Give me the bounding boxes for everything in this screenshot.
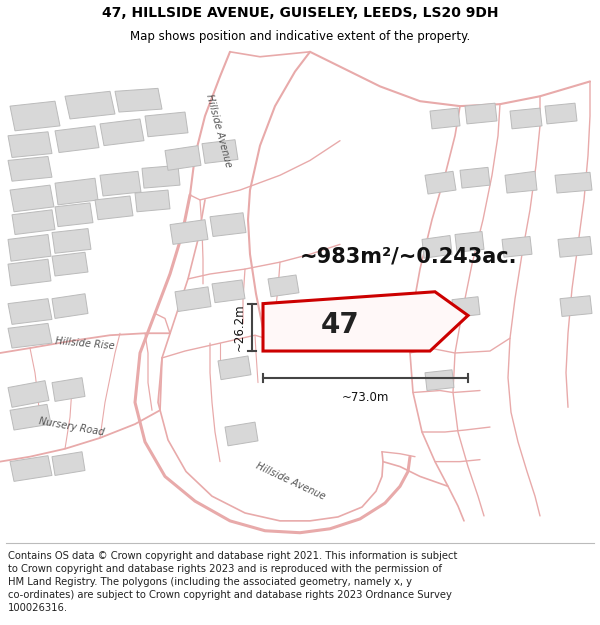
Polygon shape <box>210 213 246 236</box>
Polygon shape <box>263 292 468 351</box>
Text: Hillside Avenue: Hillside Avenue <box>205 93 233 169</box>
Polygon shape <box>430 108 460 129</box>
Text: 47, HILLSIDE AVENUE, GUISELEY, LEEDS, LS20 9DH: 47, HILLSIDE AVENUE, GUISELEY, LEEDS, LS… <box>102 6 498 19</box>
Polygon shape <box>100 119 144 146</box>
Polygon shape <box>555 173 592 193</box>
Text: 100026316.: 100026316. <box>8 603 68 613</box>
Text: ~73.0m: ~73.0m <box>342 391 389 404</box>
Polygon shape <box>142 166 180 188</box>
Text: Contains OS data © Crown copyright and database right 2021. This information is : Contains OS data © Crown copyright and d… <box>8 551 457 561</box>
Text: ~983m²/~0.243ac.: ~983m²/~0.243ac. <box>300 246 517 266</box>
Polygon shape <box>8 259 51 286</box>
Polygon shape <box>100 171 141 196</box>
Polygon shape <box>558 236 592 258</box>
Text: Hillside Rise: Hillside Rise <box>55 336 115 351</box>
Polygon shape <box>505 171 537 193</box>
Text: Hillside Avenue: Hillside Avenue <box>254 461 326 502</box>
Polygon shape <box>10 101 60 131</box>
Polygon shape <box>8 323 52 348</box>
Polygon shape <box>510 108 542 129</box>
Polygon shape <box>452 297 480 318</box>
Polygon shape <box>212 280 245 302</box>
Polygon shape <box>545 103 577 124</box>
Polygon shape <box>95 196 133 219</box>
Polygon shape <box>425 370 454 391</box>
Polygon shape <box>170 219 208 244</box>
Polygon shape <box>560 296 592 316</box>
Polygon shape <box>425 171 456 194</box>
Polygon shape <box>322 301 347 321</box>
Polygon shape <box>55 126 99 152</box>
Polygon shape <box>175 287 211 311</box>
Polygon shape <box>55 203 93 227</box>
Text: co-ordinates) are subject to Crown copyright and database rights 2023 Ordnance S: co-ordinates) are subject to Crown copyr… <box>8 590 452 600</box>
Polygon shape <box>10 404 51 430</box>
Polygon shape <box>420 301 450 321</box>
Polygon shape <box>52 378 85 401</box>
Polygon shape <box>145 112 188 137</box>
Polygon shape <box>135 190 170 212</box>
Polygon shape <box>12 210 55 234</box>
Polygon shape <box>115 88 162 112</box>
Polygon shape <box>465 103 497 124</box>
Polygon shape <box>52 452 85 476</box>
Polygon shape <box>8 156 52 181</box>
Polygon shape <box>55 178 98 205</box>
Polygon shape <box>8 381 49 408</box>
Polygon shape <box>165 146 201 170</box>
Text: Nursery Road: Nursery Road <box>38 416 106 437</box>
Polygon shape <box>218 356 251 379</box>
Polygon shape <box>52 294 88 318</box>
Text: ~26.2m: ~26.2m <box>233 304 246 351</box>
Polygon shape <box>502 236 532 258</box>
Polygon shape <box>460 168 490 188</box>
Polygon shape <box>8 234 51 261</box>
Polygon shape <box>225 422 258 446</box>
Polygon shape <box>52 253 88 276</box>
Text: Map shows position and indicative extent of the property.: Map shows position and indicative extent… <box>130 30 470 43</box>
Polygon shape <box>65 91 115 119</box>
Text: HM Land Registry. The polygons (including the associated geometry, namely x, y: HM Land Registry. The polygons (includin… <box>8 577 412 587</box>
Text: to Crown copyright and database rights 2023 and is reproduced with the permissio: to Crown copyright and database rights 2… <box>8 564 442 574</box>
Polygon shape <box>422 236 452 258</box>
Polygon shape <box>8 299 52 324</box>
Polygon shape <box>10 456 52 481</box>
Polygon shape <box>8 132 52 158</box>
Polygon shape <box>268 275 299 297</box>
Text: 47: 47 <box>320 311 359 339</box>
Polygon shape <box>10 185 54 212</box>
Polygon shape <box>202 140 238 163</box>
Polygon shape <box>455 231 484 253</box>
Polygon shape <box>52 229 91 253</box>
